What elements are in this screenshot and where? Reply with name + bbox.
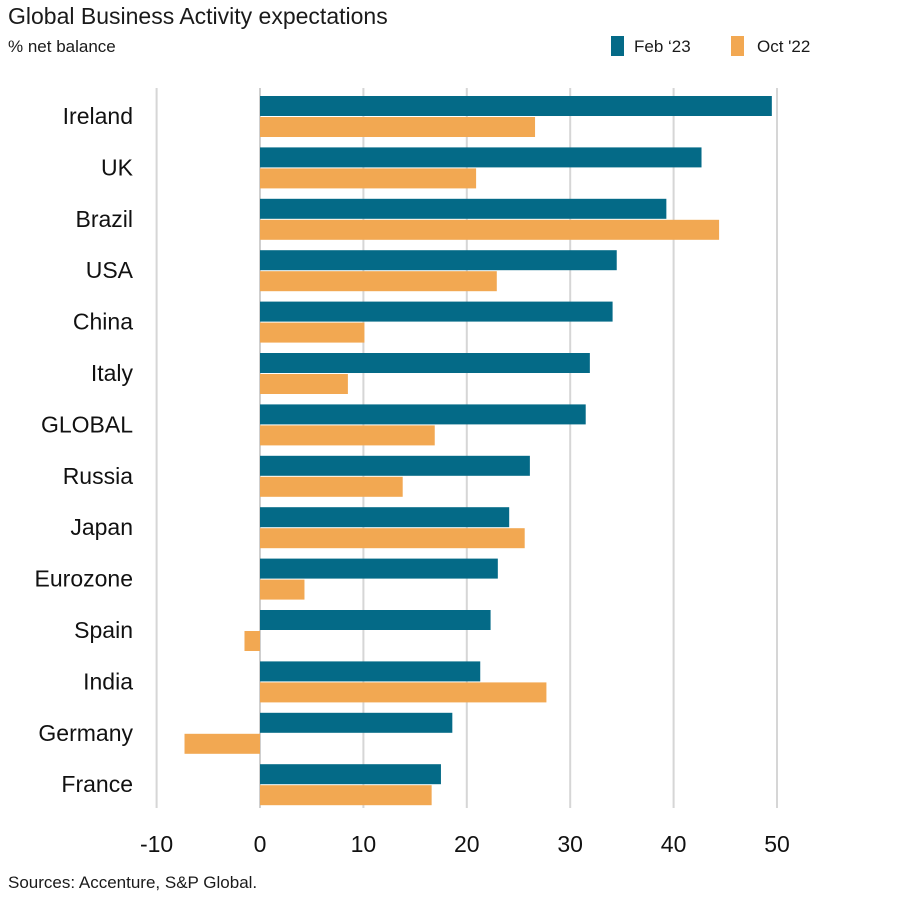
category-label: India: [83, 668, 133, 694]
bar-oct22: [260, 528, 525, 549]
category-label: Italy: [91, 360, 134, 386]
bar-oct22: [260, 425, 435, 446]
category-label: GLOBAL: [41, 411, 133, 437]
source-note: Sources: Accenture, S&P Global.: [8, 873, 257, 892]
chart-title: Global Business Activity expectations: [8, 3, 388, 29]
bar-feb23: [260, 764, 441, 785]
legend-label-feb23: Feb ‘23: [634, 37, 691, 56]
category-label: Germany: [38, 720, 133, 746]
bar-oct22: [184, 733, 260, 754]
bar-feb23: [260, 250, 617, 271]
bar-oct22: [260, 785, 432, 806]
bar-oct22: [260, 219, 720, 240]
category-label: Spain: [74, 617, 133, 643]
bar-feb23: [260, 507, 510, 528]
category-label: China: [73, 309, 133, 335]
legend-swatch-oct22: [731, 36, 744, 56]
bar-feb23: [260, 712, 453, 733]
bar-feb23: [260, 198, 667, 219]
category-label: Japan: [70, 514, 133, 540]
bar-oct22: [260, 168, 477, 189]
bar-oct22: [260, 682, 547, 703]
bar-oct22: [260, 374, 348, 394]
bar-oct22: [260, 271, 497, 292]
category-label: Ireland: [63, 103, 133, 129]
bar-feb23: [260, 661, 481, 682]
x-tick-label: -10: [140, 831, 173, 857]
category-label: USA: [86, 257, 134, 283]
x-tick-label: 10: [351, 831, 377, 857]
category-label: Eurozone: [35, 566, 133, 592]
category-label: Brazil: [75, 206, 133, 232]
bar-feb23: [260, 610, 491, 630]
bar-feb23: [260, 558, 498, 579]
x-tick-label: 40: [661, 831, 687, 857]
category-label: France: [61, 771, 133, 797]
bar-feb23: [260, 455, 530, 476]
bar-feb23: [260, 96, 772, 116]
legend-label-oct22: Oct '22: [757, 37, 810, 56]
x-tick-label: 30: [557, 831, 583, 857]
bar-feb23: [260, 353, 590, 373]
bar-feb23: [260, 301, 613, 322]
x-tick-label: 50: [764, 831, 790, 857]
x-tick-label: 20: [454, 831, 480, 857]
bar-oct22: [244, 631, 260, 651]
bar-oct22: [260, 579, 305, 600]
chart-subtitle: % net balance: [8, 37, 116, 56]
bar-oct22: [260, 322, 365, 343]
bar-feb23: [260, 404, 586, 425]
bar-oct22: [260, 476, 403, 497]
bar-oct22: [260, 117, 536, 137]
legend-swatch-feb23: [611, 36, 624, 56]
category-label: Russia: [63, 463, 134, 489]
x-tick-label: 0: [254, 831, 267, 857]
bar-feb23: [260, 147, 702, 168]
category-label: UK: [101, 154, 134, 180]
